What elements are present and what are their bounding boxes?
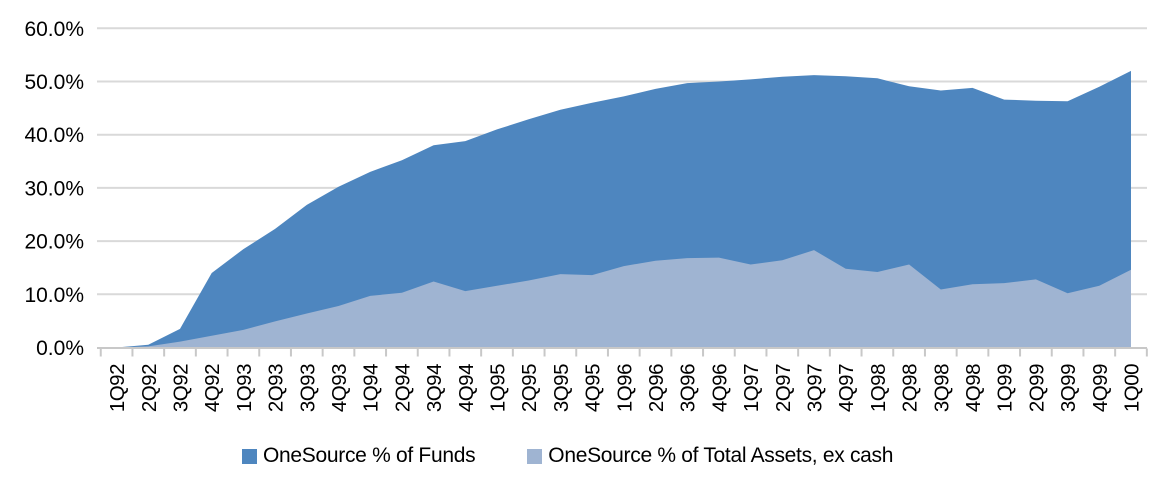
- x-axis-label: 1Q99: [994, 364, 1017, 412]
- legend: OneSource % of Funds OneSource % of Tota…: [242, 444, 893, 468]
- x-axis-label: 1Q94: [360, 364, 383, 412]
- x-axis-label: 3Q96: [677, 364, 700, 412]
- y-axis-label: 60.0%: [24, 18, 84, 41]
- x-axis-label: 3Q92: [170, 364, 193, 412]
- x-axis-label: 1Q93: [233, 364, 256, 412]
- x-axis-label: 2Q98: [899, 364, 922, 412]
- x-axis-label: 3Q95: [550, 364, 573, 412]
- x-axis-label: 4Q92: [201, 364, 224, 412]
- x-axis-label: 4Q97: [835, 364, 858, 412]
- x-axis-label: 2Q94: [391, 364, 414, 412]
- x-axis-label: 4Q96: [708, 364, 731, 412]
- y-axis-label: 0.0%: [36, 337, 84, 360]
- x-axis-label: 2Q97: [772, 364, 795, 412]
- x-axis-label: 3Q94: [423, 364, 446, 412]
- y-axis-label: 40.0%: [24, 124, 84, 147]
- funds-legend-label: OneSource % of Funds: [263, 444, 476, 467]
- x-axis-label: 4Q94: [455, 364, 478, 412]
- legend-item-funds: OneSource % of Funds: [242, 444, 476, 468]
- x-axis-label: 2Q93: [265, 364, 288, 412]
- x-axis-label: 1Q97: [740, 364, 763, 412]
- x-axis-label: 3Q98: [930, 364, 953, 412]
- x-axis-label: 3Q93: [296, 364, 319, 412]
- y-axis-label: 50.0%: [24, 71, 84, 94]
- y-axis-label: 20.0%: [24, 231, 84, 254]
- x-axis-label: 1Q92: [106, 364, 129, 412]
- total-assets-swatch: [527, 448, 543, 464]
- x-axis-label: 4Q93: [328, 364, 351, 412]
- legend-item-total-assets: OneSource % of Total Assets, ex cash: [527, 444, 893, 468]
- x-axis-label: 4Q95: [582, 364, 605, 412]
- x-axis-label: 2Q95: [518, 364, 541, 412]
- y-axis-label: 10.0%: [24, 284, 84, 307]
- x-axis-label: 1Q98: [867, 364, 890, 412]
- x-axis-label: 2Q99: [1025, 364, 1048, 412]
- x-axis-label: 3Q99: [1057, 364, 1080, 412]
- x-axis-label: 4Q99: [1089, 364, 1112, 412]
- x-axis-label: 1Q00: [1121, 364, 1144, 412]
- y-axis-label: 30.0%: [24, 177, 84, 200]
- x-axis-label: 2Q92: [138, 364, 161, 412]
- x-axis-label: 1Q95: [487, 364, 510, 412]
- funds-swatch: [242, 448, 257, 464]
- x-axis-label: 1Q96: [613, 364, 636, 412]
- x-axis-label: 2Q96: [645, 364, 668, 412]
- x-axis-label: 4Q98: [962, 364, 985, 412]
- chart-canvas: 0.0% 10.0% 20.0% 30.0% 40.0% 50.0% 60.0% 1Q92 2Q…: [24, 18, 1148, 412]
- x-axis-label: 3Q97: [804, 364, 827, 412]
- total-assets-area: [116, 250, 1132, 348]
- total-assets-legend-label: OneSource % of Total Assets, ex cash: [548, 444, 894, 467]
